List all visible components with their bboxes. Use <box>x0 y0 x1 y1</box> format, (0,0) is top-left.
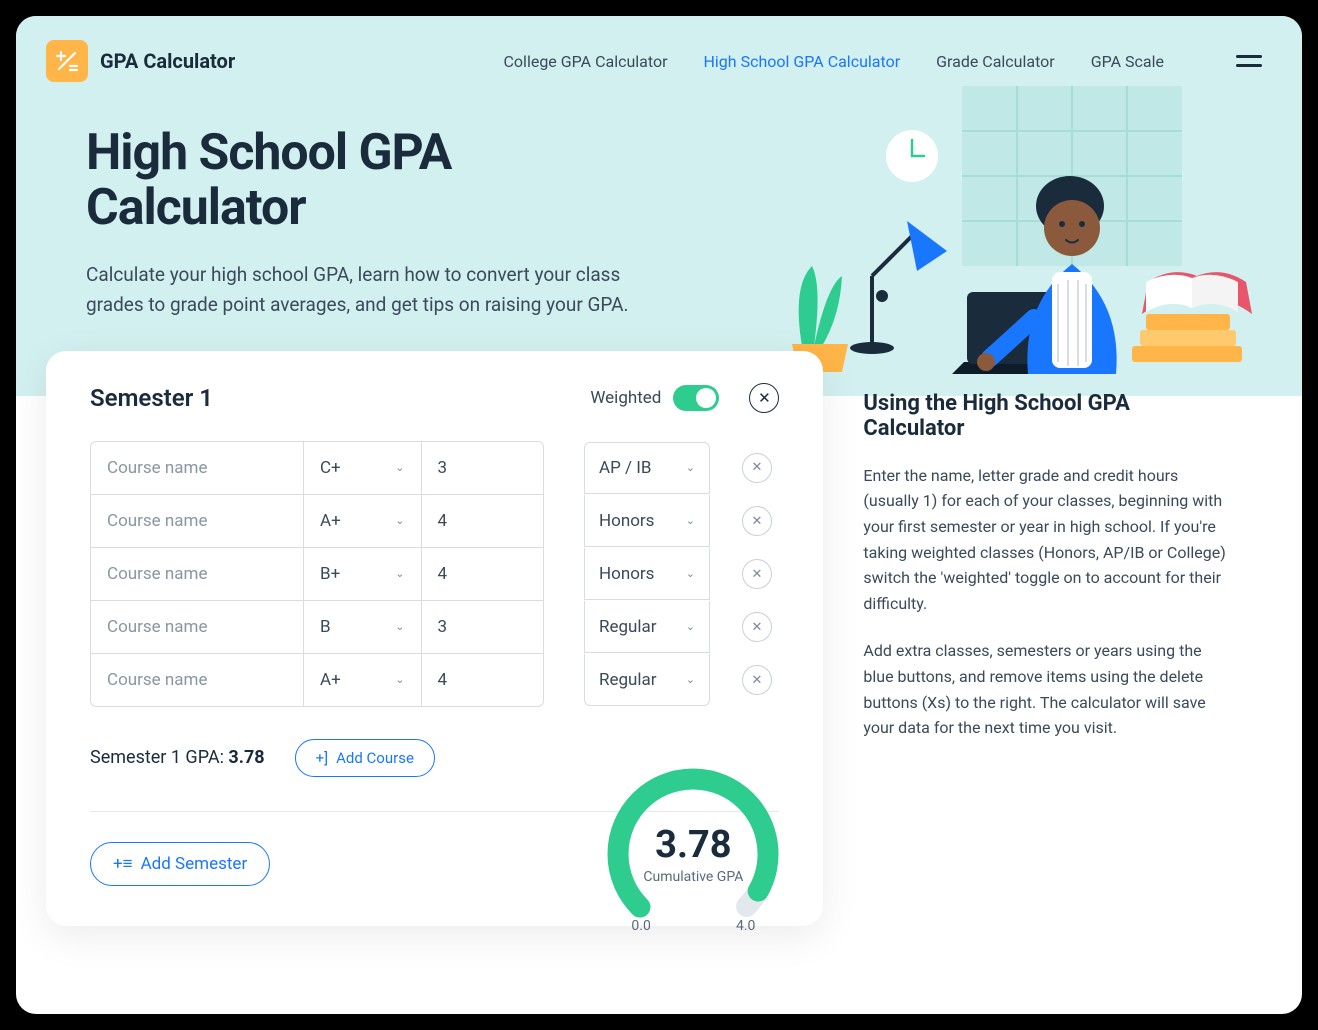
hamburger-icon[interactable] <box>1236 55 1262 67</box>
semester-title: Semester 1 <box>90 384 213 412</box>
chevron-down-icon: ⌄ <box>395 514 404 527</box>
grade-select[interactable]: A+⌄ <box>304 495 422 547</box>
top-nav: GPA Calculator College GPA Calculator Hi… <box>16 16 1302 86</box>
chevron-down-icon: ⌄ <box>395 620 404 633</box>
delete-course-button[interactable]: ✕ <box>742 506 772 536</box>
course-list: Course name C+⌄ 3 AP / IB⌄ ✕ Course name… <box>90 441 779 707</box>
chevron-down-icon: ⌄ <box>395 567 404 580</box>
nav-links: College GPA Calculator High School GPA C… <box>504 52 1262 71</box>
course-name-input[interactable]: Course name <box>91 442 304 494</box>
page-description: Calculate your high school GPA, learn ho… <box>86 260 646 321</box>
chevron-down-icon: ⌄ <box>686 567 695 580</box>
course-type-select[interactable]: Regular⌄ <box>584 654 710 706</box>
cumulative-gauge: 3.78 Cumulative GPA 0.0 4.0 <box>603 764 783 944</box>
course-name-input[interactable]: Course name <box>91 495 304 547</box>
sidebar-paragraph: Enter the name, letter grade and credit … <box>863 463 1232 617</box>
credits-input[interactable]: 3 <box>422 442 544 494</box>
brand-name: GPA Calculator <box>100 49 235 73</box>
sidebar-paragraph: Add extra classes, semesters or years us… <box>863 638 1232 740</box>
course-row: Course name B⌄ 3 Regular⌄ ✕ <box>90 601 779 654</box>
brand-logo[interactable]: GPA Calculator <box>46 40 235 82</box>
course-name-input[interactable]: Course name <box>91 601 304 653</box>
grade-select[interactable]: A+⌄ <box>304 654 422 706</box>
course-type-select[interactable]: Regular⌄ <box>584 601 710 653</box>
chevron-down-icon: ⌄ <box>686 461 695 474</box>
gauge-max: 4.0 <box>736 918 755 934</box>
hero-section: High School GPA Calculator Calculate you… <box>16 86 1302 321</box>
course-type-select[interactable]: Honors⌄ <box>584 548 710 600</box>
delete-course-button[interactable]: ✕ <box>742 559 772 589</box>
sidebar-heading: Using the High School GPA Calculator <box>863 391 1232 441</box>
delete-course-button[interactable]: ✕ <box>742 612 772 642</box>
credits-input[interactable]: 4 <box>422 548 544 600</box>
help-sidebar: Using the High School GPA Calculator Ent… <box>863 391 1232 926</box>
credits-input[interactable]: 3 <box>422 601 544 653</box>
course-row: Course name A+⌄ 4 Regular⌄ ✕ <box>90 654 779 707</box>
grade-select[interactable]: B⌄ <box>304 601 422 653</box>
course-type-select[interactable]: Honors⌄ <box>584 495 710 547</box>
logo-icon <box>46 40 88 82</box>
grade-select[interactable]: C+⌄ <box>304 442 422 494</box>
chevron-down-icon: ⌄ <box>395 673 404 686</box>
delete-course-button[interactable]: ✕ <box>742 665 772 695</box>
course-type-select[interactable]: AP / IB⌄ <box>584 442 710 494</box>
nav-link-scale[interactable]: GPA Scale <box>1091 52 1164 71</box>
cumulative-gpa-label: Cumulative GPA <box>643 869 743 885</box>
course-row: Course name B+⌄ 4 Honors⌄ ✕ <box>90 548 779 601</box>
gauge-min: 0.0 <box>631 918 650 934</box>
semester-card: Semester 1 Weighted ✕ Course name C+⌄ 3 … <box>46 351 823 926</box>
semester-gpa-text: Semester 1 GPA: 3.78 <box>90 747 265 768</box>
delete-course-button[interactable]: ✕ <box>742 453 772 483</box>
course-row: Course name A+⌄ 4 Honors⌄ ✕ <box>90 495 779 548</box>
cumulative-gpa-value: 3.78 <box>655 823 731 867</box>
add-semester-button[interactable]: +≡ Add Semester <box>90 842 270 886</box>
weighted-toggle[interactable] <box>673 385 719 411</box>
chevron-down-icon: ⌄ <box>686 620 695 633</box>
course-name-input[interactable]: Course name <box>91 548 304 600</box>
chevron-down-icon: ⌄ <box>686 514 695 527</box>
chevron-down-icon: ⌄ <box>395 461 404 474</box>
nav-link-highschool[interactable]: High School GPA Calculator <box>704 52 901 71</box>
grade-select[interactable]: B+⌄ <box>304 548 422 600</box>
credits-input[interactable]: 4 <box>422 654 544 706</box>
course-name-input[interactable]: Course name <box>91 654 304 706</box>
weighted-label: Weighted <box>590 388 661 408</box>
course-row: Course name C+⌄ 3 AP / IB⌄ ✕ <box>90 441 779 495</box>
add-course-button[interactable]: +] Add Course <box>295 739 435 777</box>
credits-input[interactable]: 4 <box>422 495 544 547</box>
nav-link-college[interactable]: College GPA Calculator <box>504 52 668 71</box>
close-semester-button[interactable]: ✕ <box>749 383 779 413</box>
nav-link-grade[interactable]: Grade Calculator <box>936 52 1055 71</box>
add-icon: +] <box>316 749 329 767</box>
chevron-down-icon: ⌄ <box>686 673 695 686</box>
add-list-icon: +≡ <box>113 854 133 874</box>
page-title: High School GPA Calculator <box>86 126 646 236</box>
